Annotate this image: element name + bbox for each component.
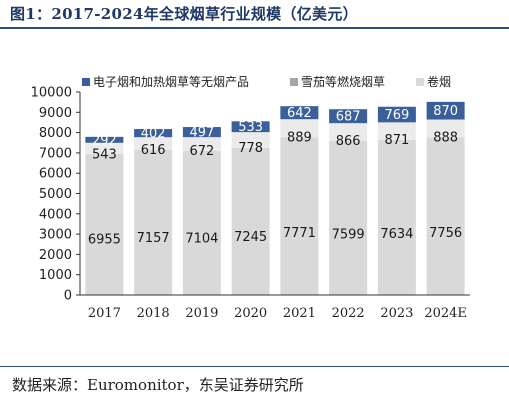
data-label: 7104 — [185, 231, 218, 246]
bar-segment-2 — [182, 127, 221, 138]
bar-segment-2 — [134, 129, 173, 138]
x-tick-label: 2023 — [380, 306, 413, 321]
bar-segment-0 — [134, 149, 173, 295]
y-tick-label: 6000 — [39, 167, 72, 182]
data-label: 292 — [92, 134, 117, 149]
bar-segment-1 — [85, 142, 124, 154]
data-label: 769 — [384, 108, 409, 123]
y-tick-label: 5000 — [39, 187, 72, 202]
bar-segment-2 — [329, 109, 368, 124]
data-label: 866 — [336, 134, 361, 149]
x-tick-label: 2020 — [234, 306, 267, 321]
data-label: 616 — [141, 143, 166, 158]
chart-legend: 电子烟和加热烟草等无烟产品 雪茄等燃烧烟草 卷烟 — [82, 74, 451, 89]
bar-segment-1 — [329, 123, 368, 141]
x-axis: 2017 2018 2019 2020 2021 2022 2023 2024E — [80, 294, 470, 321]
data-label: 7599 — [332, 227, 365, 242]
legend-marker-1 — [290, 78, 298, 86]
y-tick-label: 7000 — [39, 146, 72, 161]
x-tick-label: 2021 — [283, 306, 316, 321]
data-label: 543 — [92, 147, 117, 162]
legend-label-0: 电子烟和加热烟草等无烟产品 — [93, 75, 249, 89]
legend-label-1: 雪茄等燃烧烟草 — [301, 74, 385, 89]
bar-segment-1 — [182, 137, 221, 151]
data-label: 497 — [189, 126, 214, 141]
bar-segment-1 — [426, 119, 465, 138]
data-label: 642 — [287, 106, 312, 121]
y-axis: 0 1000 2000 3000 4000 5000 6000 7000 8000 9000 100… — [31, 86, 81, 304]
y-tick-label: 4000 — [39, 207, 72, 222]
bar-segment-1 — [377, 122, 416, 141]
y-tick-label: 2000 — [39, 248, 72, 263]
y-tick-label: 0 — [64, 289, 72, 304]
bar-segment-1 — [231, 132, 270, 148]
bar-segment-2 — [280, 106, 319, 120]
x-tick-label: 2022 — [332, 306, 365, 321]
data-label: 687 — [336, 109, 361, 124]
data-label: 871 — [384, 133, 409, 148]
bar-segment-0 — [85, 153, 124, 295]
legend-marker-2 — [416, 78, 424, 86]
data-label: 888 — [433, 131, 458, 146]
source-note: 数据来源：Euromonitor，东吴证券研究所 — [12, 376, 304, 394]
y-tick-label: 8000 — [39, 126, 72, 141]
x-tick-label: 2019 — [185, 306, 218, 321]
bar-segment-0 — [426, 137, 465, 295]
data-label: 870 — [433, 104, 458, 119]
x-tick-label: 2024E — [424, 306, 467, 321]
y-tick-label: 1000 — [39, 268, 72, 283]
data-label: 533 — [238, 120, 263, 135]
bar-segment-0 — [377, 140, 416, 295]
stacked-bar-chart: 电子烟和加热烟草等无烟产品 雪茄等燃烧烟草 卷烟 0 1000 2000 3000 4000… — [31, 74, 470, 321]
figure-title: 图1：2017-2024年全球烟草行业规模（亿美元） — [10, 5, 358, 23]
data-label: 402 — [141, 127, 166, 142]
x-tick-label: 2018 — [137, 306, 170, 321]
data-label: 672 — [189, 144, 214, 159]
bar-segment-2 — [231, 121, 270, 133]
data-label: 7771 — [283, 226, 316, 241]
x-tick-label: 2017 — [88, 306, 121, 321]
bar-segment-0 — [231, 147, 270, 295]
data-label: 778 — [238, 141, 263, 156]
bar-segment-1 — [280, 119, 319, 138]
data-label: 7634 — [380, 227, 413, 242]
bar-segment-0 — [182, 150, 221, 295]
y-tick-label: 10000 — [31, 86, 72, 101]
legend-label-2: 卷烟 — [427, 74, 451, 89]
data-label: 6955 — [88, 233, 121, 248]
bar-segment-2 — [85, 136, 124, 143]
source-divider — [0, 366, 509, 367]
data-label: 889 — [287, 130, 312, 145]
data-label: 7756 — [429, 226, 462, 241]
legend-marker-0 — [82, 78, 90, 86]
bar-segment-2 — [377, 106, 416, 123]
bar-segment-2 — [426, 101, 465, 120]
y-tick-label: 9000 — [39, 106, 72, 121]
data-label: 7245 — [234, 230, 267, 245]
title-divider — [0, 27, 509, 29]
bar-segment-0 — [329, 140, 368, 295]
data-label: 7157 — [137, 231, 170, 246]
y-tick-label: 3000 — [39, 228, 72, 243]
bar-segment-1 — [134, 137, 173, 150]
bar-segment-0 — [280, 137, 319, 295]
